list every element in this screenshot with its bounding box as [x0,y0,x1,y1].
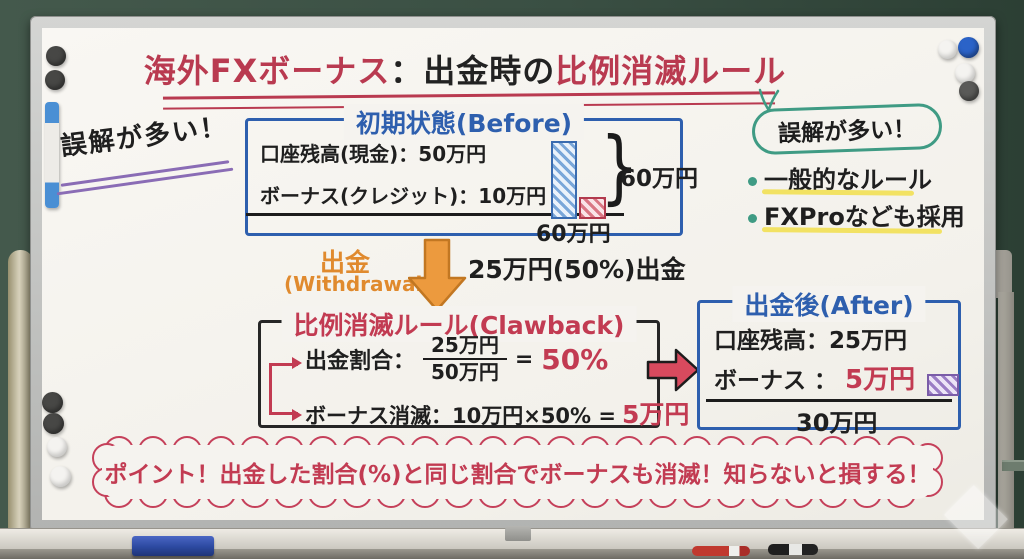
ratio-fraction: 25万円 50万円 [423,334,507,384]
clawback-row-bonus: ボーナス消滅：10万円×50% = 5万円 [305,395,689,431]
after-row-bonus: ボーナス ： 5万円 [714,359,960,396]
magnet-black [46,46,66,66]
withdrawal-note: 25万円(50%)出金 [468,255,686,284]
magnet-black [42,392,63,413]
bullet-fxpro: FXProなども採用 [764,203,965,231]
bullet-dot [748,177,757,186]
before-box-title: 初期状態(Before) [343,104,585,140]
brace-glyph: } [600,120,639,213]
after-bonus-label: ボーナス ： [714,368,838,394]
ratio-result: 50% [541,342,609,376]
bullet-dot [748,214,757,223]
magnet-white [50,466,71,487]
withdrawal-label: 出金 [320,248,371,277]
stand-leg-right [998,292,1014,559]
whiteboard-eraser [132,536,214,556]
page-title: 海外FXボーナス：出金時の比例消滅ルール [115,46,815,92]
stand-pole-left [8,250,33,559]
after-row-balance: 口座残高：25万円 [714,328,908,354]
title-red-part2: 比例消滅ルール [555,52,787,90]
tray-clip [505,526,531,541]
misconception-bubble: 誤解が多い！ [751,102,943,156]
clawback-row-ratio: 出金割合： 25万円 50万円 = 50% [305,331,608,387]
magnet-black [45,70,65,90]
marker-red [692,546,750,556]
marker-blue [45,102,59,208]
withdrawal-sublabel: (Withdrawal) [284,272,432,296]
before-bar-cash [551,141,577,219]
clawback-box: 比例消滅ルール(Clawback) 出金割合： 25万円 50万円 = 50% … [258,306,689,429]
point-banner-text: ポイント！出金した割合(%)と同じ割合でボーナスも消滅！知らないと損する！ [104,462,931,488]
before-brace-total: 60万円 [620,166,699,192]
point-banner: ポイント！出金した割合(%)と同じ割合でボーナスも消滅！知らないと損する！ [92,436,943,508]
down-arrow-icon [408,238,467,312]
fraction-denominator: 50万円 [431,360,499,384]
bonus-clawback-label: ボーナス消滅：10万円×50% = [305,404,616,428]
pen-tray-front [0,549,1024,559]
title-red-part1: 海外FXボーナス [143,52,391,90]
right-arrow-icon [646,348,700,392]
magnet-gray [959,81,979,101]
after-total: 30万円 [796,409,878,437]
title-black-part: ：出金時の [390,52,556,90]
magnet-blue [958,37,979,58]
ratio-label: 出金割合： [305,349,416,374]
magnet-white [955,63,975,83]
after-bar-bonus [927,374,960,396]
before-row-cash: 口座残高(現金)：50万円 [260,142,487,166]
magnet-white [47,437,67,457]
bubble-tail-icon [758,88,780,110]
after-baseline [706,399,952,402]
clawback-box-title: 比例消滅ルール(Clawback) [281,306,637,342]
clawback-bracket-arrows [269,357,302,421]
fraction-numerator: 25万円 [423,334,507,360]
magnet-black [43,413,64,434]
before-total-label: 60万円 [536,222,611,247]
after-box: 出金後(After) 口座残高：25万円 ボーナス ： 5万円 30万円 [697,286,961,437]
before-row-bonus: ボーナス(クレジット)：10万円 [260,184,547,208]
before-baseline [246,213,624,216]
before-bar-bonus [579,197,606,219]
equals-sign: = [514,346,534,372]
after-box-title: 出金後(After) [732,286,926,322]
marker-black [768,544,818,555]
chalkboard-ledge [1002,460,1024,471]
bonus-clawback-result: 5万円 [622,400,690,429]
before-box: 初期状態(Before) 口座残高(現金)：50万円 ボーナス(クレジット)：1… [245,104,698,247]
after-bonus-value: 5万円 [845,365,916,395]
magnet-white [938,40,957,59]
